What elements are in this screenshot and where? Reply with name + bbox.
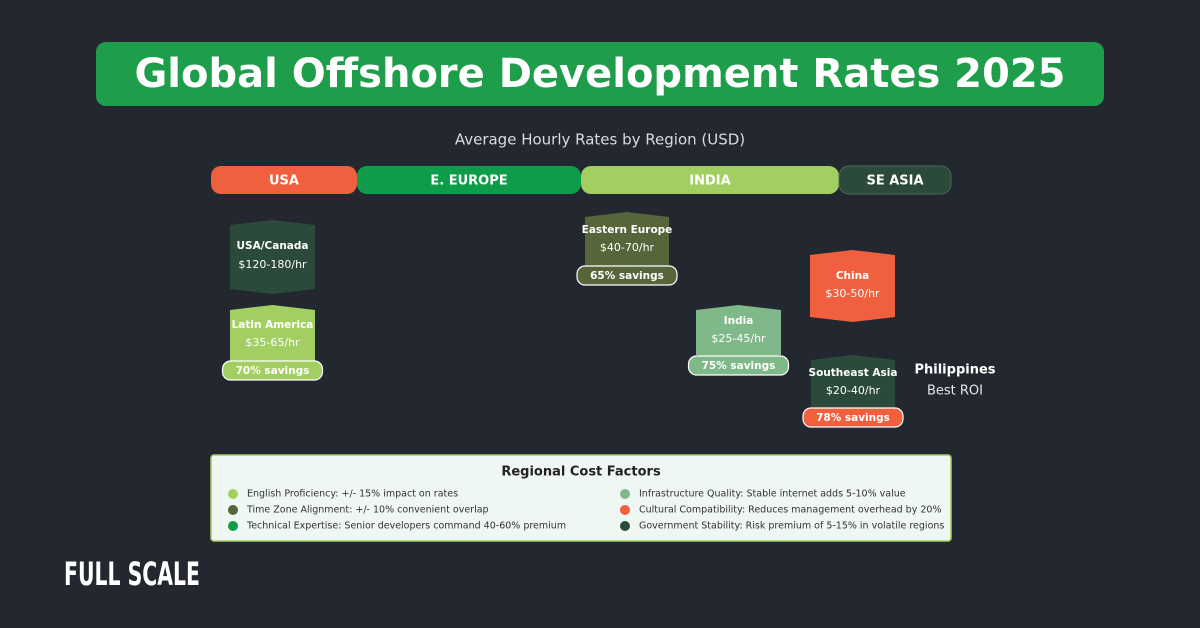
rate-card [230,305,315,370]
card-rate: $40-70/hr [600,241,655,254]
logo: FULL SCALE [64,555,200,593]
factor-dot [620,489,630,499]
region-segment [211,166,357,194]
factor-dot [620,521,630,531]
savings-label: 70% savings [236,365,310,377]
card-name: China [836,270,869,282]
card-name: Eastern Europe [582,224,673,236]
rate-card [810,250,895,322]
factor-text: Government Stability: Risk premium of 5-… [639,521,944,532]
title: Global Offshore Development Rates 2025 [134,51,1065,97]
factors-title: Regional Cost Factors [501,465,661,480]
card-rate: $35-65/hr [245,336,300,349]
rate-card [585,212,669,272]
card-rate: $20-40/hr [826,384,881,397]
factor-dot [228,521,238,531]
factor-text: Cultural Compatibility: Reduces manageme… [639,505,941,516]
callout-note: Best ROI [927,384,983,399]
card-rate: $30-50/hr [825,287,880,300]
factor-text: Infrastructure Quality: Stable internet … [639,489,906,500]
factor-dot [620,505,630,515]
callout-name: Philippines [914,363,995,378]
card-rate: $120-180/hr [238,258,307,271]
savings-label: 65% savings [590,270,664,282]
savings-label: 75% savings [702,360,776,372]
card-name: Southeast Asia [809,367,898,379]
rate-card [230,220,315,294]
card-name: India [724,315,754,327]
rate-card [696,305,781,360]
factors-box [210,454,952,542]
title-box [96,42,1104,106]
subtitle: Average Hourly Rates by Region (USD) [455,131,745,149]
savings-badge [576,265,678,286]
region-label: USA [269,174,299,189]
region-segment [357,166,581,194]
factor-text: English Proficiency: +/- 15% impact on r… [247,489,458,500]
savings-badge [221,360,324,381]
savings-label: 78% savings [816,412,890,424]
savings-badge [802,407,904,428]
factor-text: Time Zone Alignment: +/- 10% convenient … [246,505,489,516]
card-rate: $25-45/hr [711,332,766,345]
factor-dot [228,505,238,515]
savings-badge [687,355,790,376]
card-name: USA/Canada [236,240,308,252]
region-label: E. EUROPE [430,174,507,189]
card-name: Latin America [232,319,314,331]
factor-dot [228,489,238,499]
region-label: INDIA [689,174,730,189]
region-segment [581,166,839,194]
factor-text: Technical Expertise: Senior developers c… [246,521,566,532]
region-segment [838,165,952,195]
region-label: SE ASIA [866,174,923,189]
